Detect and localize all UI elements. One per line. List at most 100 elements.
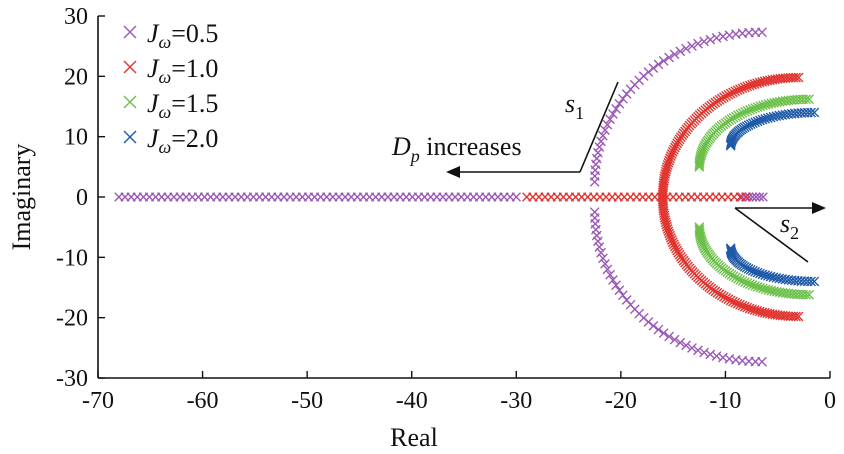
data-point <box>596 247 606 258</box>
data-point <box>755 282 766 293</box>
y-tick-label: 20 <box>64 64 88 90</box>
data-point <box>752 102 763 113</box>
data-point <box>758 283 768 294</box>
data-point <box>658 328 669 339</box>
x-axis-title: Real <box>390 423 438 452</box>
data-point <box>618 93 628 104</box>
data-point <box>737 192 747 202</box>
data-point <box>806 276 816 287</box>
data-point <box>760 113 771 124</box>
data-point <box>760 270 771 281</box>
data-point <box>699 36 710 47</box>
data-point <box>745 279 755 289</box>
data-point <box>771 272 782 283</box>
data-point <box>765 112 776 123</box>
data-point <box>611 103 621 114</box>
series-3 <box>725 107 820 287</box>
data-point <box>809 276 820 287</box>
data-point <box>614 98 625 109</box>
data-point <box>695 152 706 163</box>
data-point <box>754 192 765 202</box>
data-point <box>653 59 664 70</box>
data-point <box>737 276 748 286</box>
data-point <box>793 72 804 83</box>
data-point <box>737 108 748 118</box>
data-point <box>757 27 767 38</box>
data-point <box>804 289 814 300</box>
data-point <box>735 274 746 285</box>
data-point <box>771 111 782 122</box>
legend-marker <box>123 95 137 109</box>
data-point <box>596 136 606 147</box>
data-point <box>742 278 753 288</box>
data-point <box>806 107 816 118</box>
data-point <box>801 289 812 300</box>
data-point <box>594 142 605 152</box>
legend-label: Jω=2.0 <box>147 124 218 157</box>
legend-marker <box>123 130 137 144</box>
data-point <box>745 105 755 115</box>
data-point <box>693 345 703 356</box>
data-point <box>804 94 814 105</box>
data-point <box>721 293 732 303</box>
data-point <box>762 113 773 124</box>
data-point <box>600 125 610 136</box>
s2-arrowhead <box>812 202 826 214</box>
data-point <box>723 89 734 100</box>
data-point <box>760 284 771 295</box>
data-point <box>758 192 768 202</box>
data-point <box>664 52 674 63</box>
data-point <box>809 107 820 118</box>
data-point <box>750 103 760 113</box>
data-point <box>762 270 773 281</box>
data-point <box>687 343 697 353</box>
data-point <box>747 280 758 290</box>
data-point <box>752 281 763 292</box>
data-point <box>591 230 602 241</box>
data-point <box>711 33 722 43</box>
y-tick-label: -10 <box>56 245 88 271</box>
data-point <box>733 273 743 284</box>
y-tick-label: 30 <box>64 4 88 30</box>
data-point <box>611 280 621 291</box>
data-point <box>751 192 761 202</box>
data-point <box>598 253 608 264</box>
data-point <box>598 130 608 141</box>
data-point <box>750 281 760 291</box>
data-point <box>742 106 753 116</box>
data-point <box>693 38 703 49</box>
legend-marker <box>123 25 137 39</box>
data-point <box>605 114 615 125</box>
data-point <box>791 72 801 83</box>
s2-label: s2 <box>780 209 799 243</box>
data-point <box>600 258 610 269</box>
s1-line <box>579 81 619 173</box>
data-point <box>675 337 686 348</box>
legend-marker <box>123 60 137 74</box>
data-point <box>791 311 801 322</box>
s1-label: s1 <box>565 89 584 123</box>
y-tick-label: -30 <box>56 366 88 392</box>
data-point <box>768 111 779 122</box>
dp-arrowhead <box>446 166 460 178</box>
data-point <box>653 324 664 335</box>
legend-label: Jω=1.5 <box>147 89 218 122</box>
series-1 <box>522 72 804 322</box>
data-point <box>675 46 686 57</box>
legend-label: Jω=0.5 <box>147 19 218 52</box>
x-tick-label: -30 <box>500 388 532 414</box>
dp-increases-label: Dp increases <box>391 132 522 166</box>
data-point <box>681 43 691 54</box>
data-point <box>741 192 752 202</box>
data-point <box>705 349 716 360</box>
annotations: s1 Dp increases s2 <box>391 81 826 263</box>
data-point <box>614 285 625 296</box>
x-tick-label: -50 <box>291 388 323 414</box>
series-2 <box>694 94 814 300</box>
legend: Jω=0.5Jω=1.0Jω=1.5Jω=2.0 <box>123 19 218 157</box>
data-point <box>591 153 602 164</box>
data-point <box>730 272 741 283</box>
data-point <box>757 356 767 367</box>
x-tick-label: -20 <box>605 388 637 414</box>
